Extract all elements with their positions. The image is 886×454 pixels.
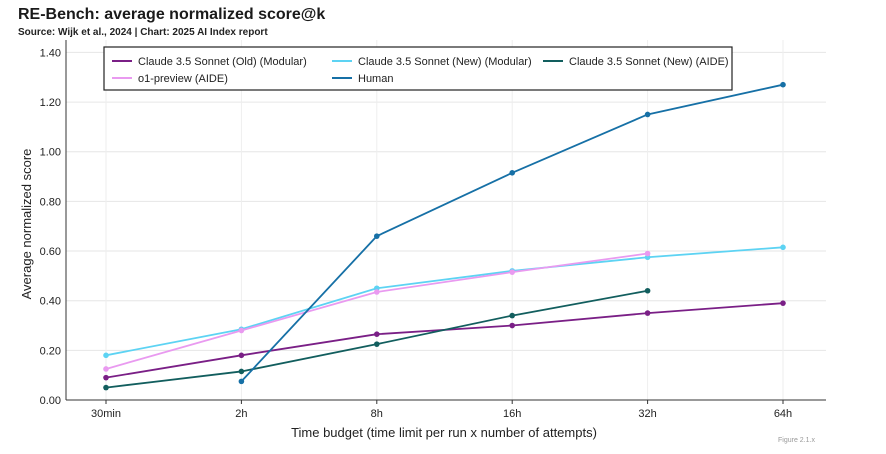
series-line — [105, 246, 784, 357]
legend-label: Human — [358, 73, 393, 85]
data-point — [780, 300, 786, 306]
data-point — [509, 269, 515, 275]
y-tick-label: 0.00 — [40, 395, 61, 407]
x-tick-label: 8h — [371, 408, 383, 420]
data-point — [238, 352, 245, 359]
data-point — [238, 378, 245, 385]
data-point — [103, 384, 109, 391]
figure-note: Figure 2.1.x — [778, 437, 815, 444]
legend-label: Claude 3.5 Sonnet (New) (Modular) — [358, 56, 532, 68]
y-tick-label: 0.60 — [40, 246, 61, 258]
data-point — [103, 352, 109, 359]
legend: Claude 3.5 Sonnet (Old) (Modular) Claude … — [103, 46, 733, 91]
y-tick-label: 1.00 — [40, 147, 61, 159]
legend-box — [103, 46, 733, 91]
data-point — [644, 111, 651, 118]
data-point — [374, 331, 380, 338]
legend-item: o1-preview (AIDE) — [112, 73, 228, 85]
legend-label: Claude 3.5 Sonnet (Old) (Modular) — [138, 56, 307, 68]
data-point — [644, 250, 651, 257]
series-4 — [238, 81, 786, 385]
y-axis-label: Average normalized score — [19, 149, 34, 300]
data-point — [374, 341, 380, 347]
axes: 0.00 0.20 0.40 0.60 0.80 1.00 1.20 1.40 30min 2h 8… — [40, 40, 826, 420]
y-tick-label: 0.20 — [40, 345, 61, 357]
legend-item: Claude 3.5 Sonnet (Old) (Modular) — [112, 56, 307, 68]
x-tick-label: 16h — [503, 408, 521, 420]
data-point — [509, 312, 515, 319]
data-point — [374, 233, 380, 239]
grid-lines — [66, 40, 826, 400]
x-tick-label: 32h — [638, 408, 656, 420]
series-3 — [103, 250, 651, 372]
data-point — [780, 81, 786, 88]
chart-source: Source: Wijk et al., 2024 | Chart: 2025 … — [18, 27, 268, 38]
legend-item: Claude 3.5 Sonnet (New) (AIDE) — [543, 56, 729, 68]
data-point — [374, 289, 380, 295]
y-tick-label: 0.40 — [40, 296, 61, 308]
data-point — [509, 170, 515, 176]
data-point — [644, 287, 651, 294]
series-2 — [103, 287, 651, 391]
data-point — [238, 368, 245, 375]
x-axis-label: Time budget (time limit per run x number… — [291, 425, 597, 440]
y-tick-label: 0.80 — [40, 196, 61, 208]
legend-item: Human — [332, 73, 393, 85]
data-point — [103, 366, 109, 372]
x-tick-label: 2h — [235, 408, 247, 420]
legend-label: Claude 3.5 Sonnet (New) (AIDE) — [569, 56, 729, 68]
legend-item: Claude 3.5 Sonnet (New) (Modular) — [332, 56, 532, 68]
legend-label: o1-preview (AIDE) — [138, 73, 228, 85]
data-point — [780, 244, 786, 251]
y-tick-label: 1.40 — [40, 47, 61, 59]
data-point — [238, 327, 245, 334]
data-point — [644, 310, 651, 316]
data-point — [509, 322, 515, 329]
y-tick-label: 1.20 — [40, 97, 61, 109]
x-tick-label: 64h — [774, 408, 792, 420]
series-layer — [103, 81, 786, 391]
x-tick-label: 30min — [91, 408, 121, 420]
chart-title: RE-Bench: average normalized score@k — [18, 6, 326, 23]
data-point — [103, 374, 109, 381]
